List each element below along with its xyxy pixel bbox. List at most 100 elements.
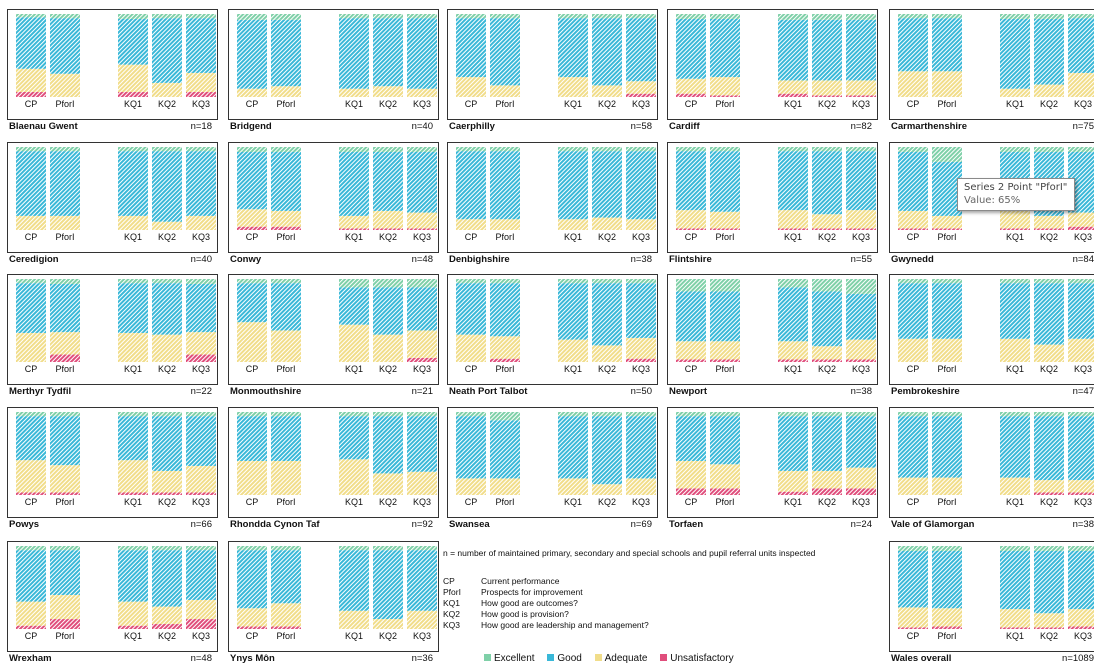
bar-segment-good[interactable]	[407, 550, 437, 611]
bar-segment-excellent[interactable]	[186, 147, 216, 152]
bar-segment-adequate[interactable]	[50, 594, 80, 620]
bar-segment-adequate[interactable]	[626, 478, 656, 495]
bar-segment-excellent[interactable]	[407, 412, 437, 417]
bar-segment-adequate[interactable]	[237, 88, 267, 97]
bar-segment-adequate[interactable]	[237, 460, 267, 495]
bar-segment-excellent[interactable]	[118, 279, 148, 284]
bar-segment-excellent[interactable]	[373, 14, 403, 19]
bar-segment-excellent[interactable]	[456, 412, 486, 417]
bar-segment-excellent[interactable]	[932, 147, 962, 162]
bar-segment-good[interactable]	[592, 151, 622, 218]
bar-segment-good[interactable]	[407, 151, 437, 213]
bar-segment-adequate[interactable]	[1068, 72, 1094, 97]
bar-segment-good[interactable]	[592, 18, 622, 86]
bar-segment-good[interactable]	[1068, 283, 1094, 339]
bar-segment-good[interactable]	[490, 18, 520, 86]
bar-segment-adequate[interactable]	[339, 610, 369, 629]
bar-segment-excellent[interactable]	[812, 147, 842, 152]
bar-segment-good[interactable]	[846, 416, 876, 468]
bar-segment-good[interactable]	[237, 283, 267, 323]
bar-segment-excellent[interactable]	[558, 147, 588, 152]
bar-segment-excellent[interactable]	[456, 147, 486, 152]
bar-segment-excellent[interactable]	[50, 14, 80, 19]
bar-segment-good[interactable]	[456, 18, 486, 78]
bar-segment-excellent[interactable]	[237, 412, 267, 417]
bar-segment-adequate[interactable]	[456, 219, 486, 230]
bar-segment-unsatisfactory[interactable]	[186, 492, 216, 495]
bar-segment-adequate[interactable]	[186, 215, 216, 230]
bar-segment-good[interactable]	[592, 283, 622, 346]
bar-segment-excellent[interactable]	[1034, 147, 1064, 152]
bar-segment-good[interactable]	[676, 291, 706, 342]
bar-segment-unsatisfactory[interactable]	[1034, 228, 1064, 230]
bar-segment-good[interactable]	[237, 19, 267, 89]
bar-segment-adequate[interactable]	[592, 217, 622, 230]
bar-segment-good[interactable]	[339, 550, 369, 611]
bar-segment-excellent[interactable]	[490, 14, 520, 19]
bar-segment-good[interactable]	[237, 151, 267, 210]
bar-segment-excellent[interactable]	[898, 279, 928, 284]
bar-segment-excellent[interactable]	[118, 546, 148, 551]
bar-segment-excellent[interactable]	[1000, 546, 1030, 551]
bar-segment-unsatisfactory[interactable]	[271, 626, 301, 629]
bar-segment-good[interactable]	[558, 416, 588, 479]
bar-segment-good[interactable]	[1034, 283, 1064, 345]
bar-segment-good[interactable]	[339, 416, 369, 460]
bar-segment-adequate[interactable]	[898, 477, 928, 495]
bar-segment-good[interactable]	[1000, 283, 1030, 339]
bar-segment-unsatisfactory[interactable]	[1034, 627, 1064, 629]
bar-segment-unsatisfactory[interactable]	[710, 488, 740, 495]
bar-segment-good[interactable]	[812, 19, 842, 81]
bar-segment-unsatisfactory[interactable]	[407, 228, 437, 230]
bar-segment-excellent[interactable]	[50, 412, 80, 417]
bar-segment-excellent[interactable]	[118, 147, 148, 152]
bar-segment-good[interactable]	[676, 18, 706, 79]
bar-segment-excellent[interactable]	[1000, 147, 1030, 152]
bar-segment-unsatisfactory[interactable]	[186, 619, 216, 629]
bar-segment-good[interactable]	[898, 151, 928, 211]
bar-segment-unsatisfactory[interactable]	[237, 626, 267, 629]
bar-segment-adequate[interactable]	[237, 209, 267, 227]
bar-segment-excellent[interactable]	[339, 147, 369, 152]
bar-segment-good[interactable]	[898, 18, 928, 72]
bar-segment-adequate[interactable]	[1034, 84, 1064, 97]
bar-segment-good[interactable]	[1068, 550, 1094, 610]
bar-segment-excellent[interactable]	[592, 279, 622, 284]
bar-segment-adequate[interactable]	[50, 465, 80, 493]
bar-segment-unsatisfactory[interactable]	[1000, 228, 1030, 230]
bar-segment-adequate[interactable]	[456, 334, 486, 362]
bar-segment-good[interactable]	[932, 283, 962, 339]
bar-segment-unsatisfactory[interactable]	[778, 491, 808, 495]
bar-segment-excellent[interactable]	[710, 14, 740, 19]
bar-segment-unsatisfactory[interactable]	[373, 228, 403, 230]
bar-segment-good[interactable]	[898, 550, 928, 608]
bar-segment-good[interactable]	[676, 151, 706, 211]
bar-segment-good[interactable]	[898, 283, 928, 339]
bar-segment-adequate[interactable]	[812, 346, 842, 360]
bar-segment-adequate[interactable]	[152, 470, 182, 493]
bar-segment-adequate[interactable]	[1034, 215, 1064, 229]
bar-segment-good[interactable]	[558, 18, 588, 78]
bar-segment-adequate[interactable]	[152, 606, 182, 625]
bar-segment-good[interactable]	[16, 283, 46, 333]
bar-segment-excellent[interactable]	[16, 546, 46, 551]
bar-segment-excellent[interactable]	[1068, 412, 1094, 417]
bar-segment-excellent[interactable]	[1034, 14, 1064, 19]
bar-segment-good[interactable]	[490, 151, 520, 220]
bar-segment-excellent[interactable]	[898, 546, 928, 551]
bar-segment-good[interactable]	[558, 283, 588, 340]
bar-segment-excellent[interactable]	[710, 279, 740, 292]
bar-segment-excellent[interactable]	[592, 412, 622, 417]
bar-segment-good[interactable]	[1034, 550, 1064, 614]
bar-segment-adequate[interactable]	[898, 71, 928, 97]
bar-segment-unsatisfactory[interactable]	[50, 354, 80, 362]
bar-segment-excellent[interactable]	[1068, 147, 1094, 152]
bar-segment-adequate[interactable]	[373, 473, 403, 495]
bar-segment-adequate[interactable]	[1068, 212, 1094, 227]
bar-segment-excellent[interactable]	[626, 279, 656, 284]
bar-segment-good[interactable]	[50, 151, 80, 216]
bar-segment-excellent[interactable]	[456, 14, 486, 19]
bar-segment-good[interactable]	[50, 550, 80, 595]
bar-segment-excellent[interactable]	[407, 546, 437, 551]
bar-segment-adequate[interactable]	[16, 68, 46, 93]
